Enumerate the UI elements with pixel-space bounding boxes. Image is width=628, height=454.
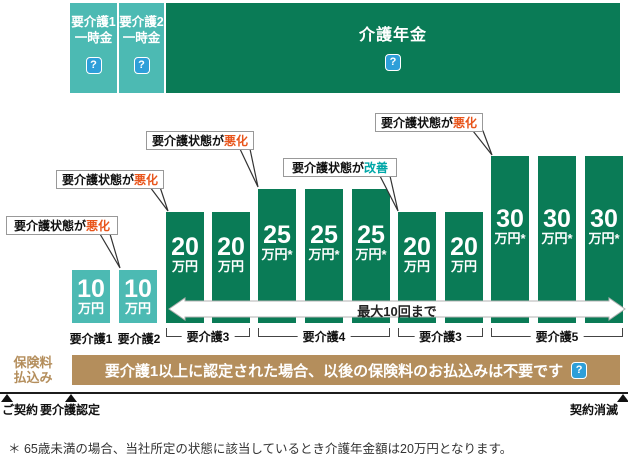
help-icon[interactable]: ? [85,57,102,74]
callout-prefix: 要介護状態が [380,116,453,130]
bar-unit: 万円* [588,230,620,246]
premium-side-line2: 払込み [13,370,53,385]
bar-unit: 万円* [494,230,526,246]
bar-unit: 万円* [541,230,573,246]
bar-unit: 万円 [450,258,477,274]
axis-bracket-care5: 要介護5 [491,328,623,344]
max-times-label: 最大10回まで [357,304,437,319]
bar-unit: 万円 [77,300,104,316]
timeline-label-termination: 契約消滅 [570,403,619,417]
callout-status: 悪化 [86,219,111,233]
benefit-bar-10man: 10 万円 [119,270,157,323]
bar-label: 30 万円* [491,156,529,297]
bracket-label: 要介護5 [530,330,584,344]
bar-amount: 30 [496,204,524,233]
timeline-marker-termination [617,394,628,402]
bar-amount: 10 [124,274,152,303]
bar-amount: 25 [357,221,385,250]
premium-side-line1: 保険料 [13,355,53,370]
bar-amount: 25 [310,221,338,250]
bar-label: 10 万円 [119,270,157,323]
bar-unit: 万円* [261,247,293,263]
help-icon[interactable]: ? [133,57,150,74]
bar-amount: 30 [590,204,618,233]
status-callout-worsen-2: 要介護状態が 悪化 [56,170,164,189]
callout-prefix: 要介護状態が [291,161,364,175]
footnote: ＊ 65歳未満の場合、当社所定の状態に該当しているとき介護年金額は20万円となり… [8,442,513,454]
bar-label: 20 万円 [398,212,436,297]
bar-amount: 20 [217,232,245,261]
bar-label: 30 万円* [538,156,576,297]
bracket-label: 要介護3 [414,330,467,344]
bar-label: 20 万円 [212,212,250,297]
axis-bracket-care3: 要介護3 [166,328,250,344]
bar-label: 25 万円* [305,189,343,297]
benefit-bar-10man: 10 万円 [72,270,110,323]
bar-amount: 10 [77,274,105,303]
lump-sum-box-care1: 要介護1 一時金 ? [70,3,117,93]
callout-pointer [239,148,259,188]
callout-pointer [471,130,493,156]
timeline-line [0,392,628,394]
bar-label: 30 万円* [585,156,623,297]
bar-unit: 万円* [308,247,340,263]
premium-waiver-text: 要介護1以上に認定された場合、以後の保険料のお払込みは不要です [104,362,564,380]
bar-unit: 万円* [355,247,387,263]
timeline-marker-certification [65,394,77,402]
lump-sum-care2-line1: 要介護2 [119,15,164,29]
bar-label: 25 万円* [258,189,296,297]
timeline-marker-contract [1,394,13,402]
callout-pointer [98,233,121,269]
callout-prefix: 要介護状態が [151,134,224,148]
bracket-label: 要介護3 [181,330,235,344]
timeline-label-contract: ご契約 [2,403,39,417]
max-times-arrow [168,297,626,321]
axis-label-care2: 要介護2 [117,332,161,346]
bar-label: 25 万円* [352,189,390,297]
axis-label-care1: 要介護1 [69,332,113,346]
timeline-label-certification: 要介護認定 [40,403,101,417]
lump-sum-box-care2: 要介護2 一時金 ? [119,3,164,93]
help-icon[interactable]: ? [385,54,401,71]
callout-status: 悪化 [134,173,159,187]
lump-sum-care2-line2: 一時金 [122,31,161,45]
callout-status: 悪化 [224,134,249,148]
callout-status: 悪化 [453,116,478,130]
bar-label: 20 万円 [445,212,483,297]
premium-side-label: 保険料 払込み [0,355,66,385]
bracket-label: 要介護4 [297,330,351,344]
benefit-bar-30man: 30 万円* [538,156,576,323]
care-pension-title: 介護年金 [358,27,427,44]
bar-unit: 万円 [124,300,151,316]
callout-pointer [148,186,169,212]
bar-amount: 20 [403,232,431,261]
bar-amount: 20 [171,232,199,261]
status-callout-worsen-1: 要介護状態が 悪化 [6,216,118,235]
status-callout-worsen-3: 要介護状態が 悪化 [146,131,254,150]
callout-prefix: 要介護状態が [13,219,86,233]
status-callout-improve: 要介護状態が 改善 [283,158,397,177]
bar-unit: 万円 [171,258,198,274]
bar-unit: 万円 [217,258,244,274]
lump-sum-care1-line2: 一時金 [74,31,113,45]
premium-waiver-band: 要介護1以上に認定された場合、以後の保険料のお払込みは不要です ? [72,355,620,385]
axis-bracket-care4: 要介護4 [258,328,390,344]
bar-label: 20 万円 [166,212,204,297]
status-callout-worsen-4: 要介護状態が 悪化 [375,113,483,132]
lump-sum-care1-line1: 要介護1 [71,15,116,29]
care-pension-box: 介護年金 ? [166,3,620,93]
benefit-bar-30man: 30 万円* [491,156,529,323]
bar-amount: 30 [543,204,571,233]
bar-amount: 25 [263,221,291,250]
bar-label: 10 万円 [72,270,110,323]
callout-prefix: 要介護状態が [61,173,134,187]
callout-status: 改善 [364,161,389,175]
benefit-bar-30man: 30 万円* [585,156,623,323]
bar-amount: 20 [450,232,478,261]
double-arrow-shape [168,297,626,321]
bar-unit: 万円 [403,258,430,274]
axis-bracket-care3b: 要介護3 [398,328,483,344]
help-icon[interactable]: ? [571,361,588,379]
